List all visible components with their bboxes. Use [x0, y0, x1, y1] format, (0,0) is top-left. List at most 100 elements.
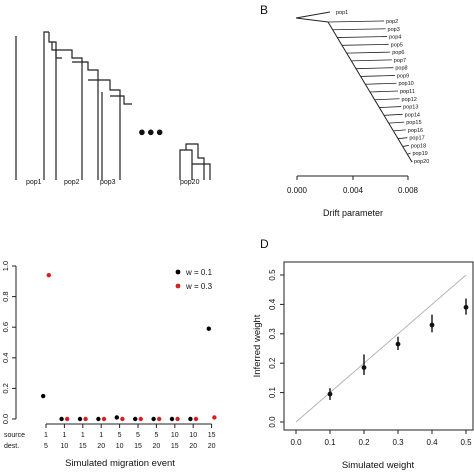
tree-label: pop17 [409, 136, 424, 142]
x-tick-label: 0.000 [287, 186, 308, 195]
tree-branch [393, 129, 406, 132]
x-tick-source: 1 [81, 432, 85, 439]
tree-label-pop3: pop3 [100, 179, 116, 186]
tree-branch [295, 11, 331, 19]
data-point [206, 326, 211, 331]
x-tick-label: 0.004 [343, 186, 364, 195]
x-tick-label: 0.3 [392, 438, 404, 447]
data-point [120, 416, 125, 422]
y-tick-label: 0.4 [1, 353, 10, 363]
tree-label: pop19 [412, 151, 427, 157]
panel-d-letter: D [260, 237, 269, 251]
x-tick-source: 5 [154, 432, 158, 439]
tree-spine [327, 21, 413, 163]
x-tick-dest: 10 [116, 443, 124, 450]
tree-branch [337, 36, 388, 38]
x-tick-source: 10 [189, 432, 197, 439]
data-point [151, 416, 156, 422]
y-tick-label: 0.2 [268, 357, 277, 369]
data-point [114, 415, 120, 420]
tree-label: pop10 [398, 81, 413, 87]
tree-branch [88, 79, 121, 180]
data-point [157, 416, 162, 422]
y-tick-label: 1.0 [1, 261, 10, 271]
tree-label: pop12 [402, 97, 417, 103]
tree-branch [351, 59, 392, 62]
tree-branch [383, 113, 403, 116]
tree-label: pop5 [391, 42, 403, 48]
x-axis-label: Drift parameter [323, 208, 383, 218]
data-point [65, 416, 70, 422]
data-point [83, 416, 88, 422]
x-tick-source: 1 [99, 432, 103, 439]
x-tick-dest: 20 [153, 443, 161, 450]
tree-branch [360, 75, 395, 77]
x-tick-label: 0.1 [324, 438, 336, 447]
y-tick-label: 0.5 [268, 269, 277, 281]
data-point [169, 416, 175, 422]
y-tick-label: 0.1 [268, 386, 277, 398]
data-point [96, 416, 101, 422]
panel-b-letter: B [260, 3, 268, 17]
x-tick-label: 0.2 [358, 438, 370, 447]
tree-branch [369, 90, 399, 93]
x-tick-source: 5 [118, 432, 122, 439]
data-point [193, 416, 199, 422]
tree-label: pop13 [403, 105, 418, 111]
x-tick-label: 0.0 [290, 438, 302, 447]
row-label-dest: dest. [4, 443, 19, 450]
tree-branch [48, 32, 57, 180]
tree-label-pop2: pop2 [64, 179, 80, 186]
data-point [361, 365, 367, 371]
tree-branch [341, 43, 389, 46]
x-tick-dest: 15 [171, 443, 179, 450]
x-tick-source: 1 [62, 432, 66, 439]
tree-branch [55, 50, 62, 59]
data-point [429, 322, 435, 328]
tree-label: pop9 [397, 73, 409, 79]
x-tick-dest: 20 [189, 443, 197, 450]
data-point [101, 416, 107, 422]
y-tick-label: 0.3 [268, 328, 277, 340]
legend-marker [175, 283, 181, 289]
tree-branch [295, 17, 329, 23]
data-point [212, 415, 217, 420]
legend-label: w = 0.1 [185, 268, 213, 277]
tree-branch [407, 152, 411, 155]
tree-branch [374, 98, 400, 101]
plot-frame [283, 261, 474, 431]
tree-label: pop18 [411, 143, 426, 149]
y-tick-label: 0.0 [1, 414, 10, 424]
tree-branch [43, 31, 49, 180]
data-point [41, 393, 46, 399]
x-tick-label: 0.5 [460, 438, 472, 447]
data-point [77, 416, 83, 422]
tree-branch [355, 67, 394, 70]
tree-branch [185, 143, 205, 180]
x-tick-dest: 15 [79, 443, 87, 450]
tree-branch [346, 51, 391, 54]
panel-a-tree [15, 31, 211, 180]
x-tick-source: 5 [136, 432, 140, 439]
tree-label: pop20 [414, 159, 429, 165]
tree-branch [72, 61, 99, 180]
y-tick-label: 0.2 [1, 383, 10, 393]
data-point [46, 272, 51, 278]
x-tick-dest: 20 [208, 443, 216, 450]
panel-c-migration-scatter: 0.00.20.40.60.81.0sourcedest.15110115120… [1, 261, 217, 469]
tree-label: pop8 [395, 66, 407, 72]
y-tick-label: 0.0 [268, 416, 277, 428]
x-tick-source: 15 [208, 432, 216, 439]
x-axis-label: Simulated migration event [65, 458, 175, 469]
x-tick-label: 0.008 [398, 186, 419, 195]
tree-branch [179, 149, 193, 180]
y-tick-label: 0.8 [1, 291, 10, 301]
x-tick-dest: 5 [44, 443, 48, 450]
tree-label: pop15 [406, 120, 421, 126]
tree-label-pop1: pop1 [26, 179, 42, 186]
ellipsis-dots: ●●● [138, 124, 165, 139]
x-tick-dest: 20 [97, 443, 105, 450]
tree-label: pop16 [408, 128, 423, 134]
